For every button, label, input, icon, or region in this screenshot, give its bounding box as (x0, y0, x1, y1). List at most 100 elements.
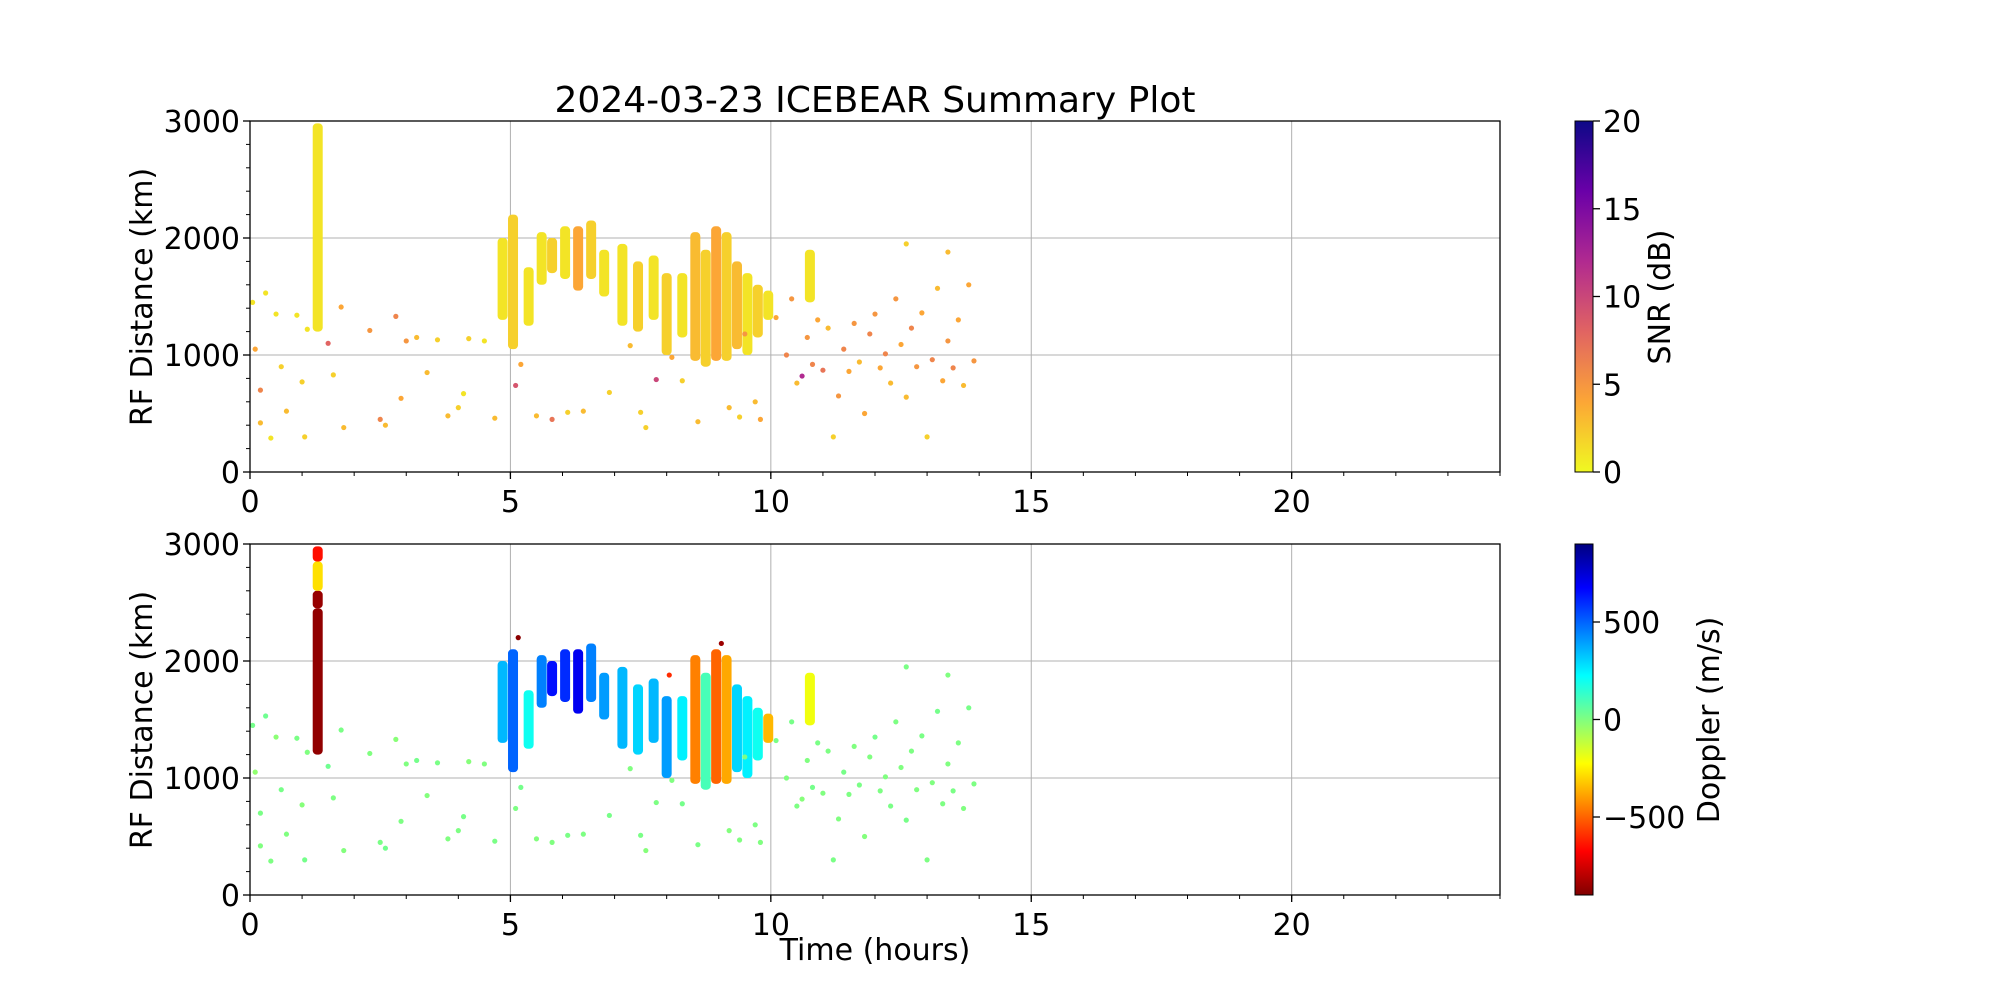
snr-data-point (398, 395, 404, 401)
snr-echo-swath (677, 273, 688, 338)
snr-echo-swath (523, 267, 534, 326)
snr-data-point (903, 241, 909, 247)
snr-data-point (856, 359, 862, 365)
doppler-data-point (377, 839, 383, 845)
snr-data-point (950, 365, 956, 371)
doppler-data-point (283, 831, 290, 837)
snr-echo-swath (573, 226, 584, 291)
doppler-y-axis-label: RF Distance (km) (125, 591, 160, 849)
doppler-data-point (518, 784, 524, 790)
doppler-data-point (752, 822, 758, 828)
snr-data-point (273, 311, 279, 317)
doppler-data-point (278, 787, 284, 793)
doppler-data-point (403, 761, 409, 767)
figure-title: 2024-03-23 ICEBEAR Summary Plot (555, 80, 1196, 121)
doppler-data-point (861, 833, 868, 840)
doppler-data-point (643, 847, 649, 854)
doppler-echo-swath (763, 713, 774, 743)
doppler-echo-swath (497, 661, 508, 743)
doppler-data-point (393, 736, 399, 742)
doppler-data-point (955, 740, 961, 746)
snr-data-point (820, 367, 826, 373)
snr-data-point (888, 380, 894, 386)
snr-data-point (580, 408, 586, 414)
doppler-echo-swath (312, 608, 323, 755)
doppler-data-point (799, 796, 805, 802)
snr-data-point (960, 382, 967, 389)
doppler-data-point (304, 749, 310, 755)
snr-gridlines (249, 120, 1500, 473)
snr-data-point (945, 249, 951, 255)
snr-echo-swath (690, 232, 701, 361)
snr-data-point (825, 325, 831, 331)
doppler-echo-swath (721, 655, 732, 784)
doppler-points (250, 635, 977, 864)
doppler-data-point (669, 777, 675, 783)
doppler-plot-frame (249, 543, 1501, 896)
doppler-data-point (460, 814, 467, 820)
doppler-data-point (455, 828, 461, 834)
snr-data-point (252, 346, 258, 352)
doppler-echo-swath (599, 672, 610, 720)
doppler-data-point (257, 810, 264, 816)
snr-data-point (846, 368, 852, 374)
snr-echo-swath (661, 273, 672, 355)
doppler-data-point (934, 708, 941, 714)
doppler-data-point (252, 769, 258, 775)
snr-data-point (898, 341, 904, 348)
snr-echo-swath (617, 243, 628, 326)
snr-data-point (695, 419, 701, 425)
doppler-data-point (856, 782, 862, 788)
doppler-data-point (580, 831, 586, 837)
doppler-data-point (736, 837, 743, 843)
snr-data-point (908, 325, 915, 331)
doppler-echo-swath (312, 546, 323, 562)
doppler-data-point (945, 761, 951, 767)
doppler-x-tick-label: 0 (240, 908, 259, 943)
snr-data-point (669, 354, 675, 360)
doppler-data-point (302, 857, 308, 863)
snr-data-point (455, 405, 461, 411)
doppler-y-tick-label: 2000 (164, 645, 240, 680)
doppler-data-point (893, 719, 899, 725)
snr-data-point (757, 416, 764, 422)
doppler-echo-swath (312, 561, 323, 591)
snr-data-point (377, 416, 383, 422)
snr-data-point (934, 285, 941, 291)
doppler-y-tick-label: 0 (221, 879, 240, 914)
doppler-colorbar: −500 0 500 Doppler (m/s) (1574, 543, 1727, 896)
snr-data-point (752, 399, 758, 405)
snr-data-point (804, 334, 810, 341)
snr-data-point (533, 413, 540, 419)
doppler-data-point (627, 766, 633, 772)
snr-plot-frame (249, 120, 1501, 473)
doppler-echo-swath (312, 590, 323, 609)
doppler-x-tick-label: 15 (1012, 908, 1050, 943)
snr-data-point (726, 405, 732, 411)
doppler-gridlines (249, 543, 1500, 896)
doppler-data-point (908, 748, 915, 754)
snr-echo-swath (711, 226, 722, 361)
snr-data-point (867, 331, 873, 337)
doppler-data-point (966, 705, 972, 711)
snr-data-point (919, 310, 925, 316)
doppler-swaths (312, 546, 815, 790)
snr-data-point (851, 320, 857, 327)
doppler-data-point (695, 842, 701, 848)
doppler-data-point (820, 790, 826, 796)
snr-data-point (736, 414, 743, 420)
doppler-data-point (872, 734, 878, 740)
snr-data-point (955, 317, 961, 323)
doppler-data-point (903, 817, 909, 823)
snr-data-point (627, 343, 633, 349)
doppler-colorbar-tick-label: −500 (1603, 801, 1685, 836)
doppler-echo-swath (700, 672, 711, 790)
doppler-data-point (666, 672, 672, 678)
doppler-data-point (533, 836, 540, 842)
snr-x-ticks: 0 5 10 15 20 (240, 472, 1501, 520)
doppler-data-point (515, 635, 521, 641)
snr-data-point (565, 409, 571, 415)
doppler-echo-swath (690, 655, 701, 784)
doppler-data-point (294, 735, 300, 741)
doppler-x-tick-label: 5 (501, 908, 520, 943)
